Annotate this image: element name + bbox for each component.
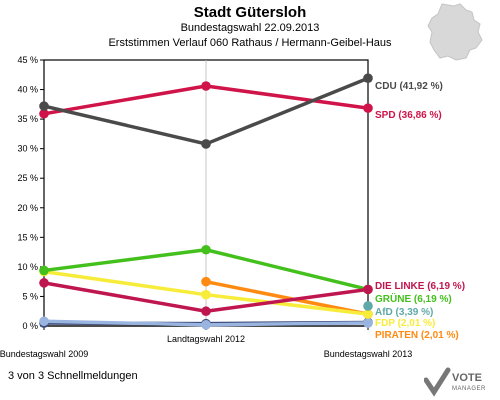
series-end-label: AfD (3,39 %) (375, 307, 433, 318)
data-point (39, 278, 49, 288)
chart-title: Stadt Gütersloh (193, 4, 307, 21)
y-tick-label: 45 % (17, 55, 38, 65)
y-tick-label: 35 % (17, 114, 38, 124)
data-point (39, 265, 49, 276)
data-point (201, 289, 211, 300)
series-end-label: GRÜNE (6,19 %) (375, 292, 452, 305)
data-point (201, 244, 211, 255)
x-tick-label: Landtagswahl 2012 (167, 334, 245, 344)
data-point (363, 103, 373, 113)
series-line-piraten (204, 279, 370, 316)
y-tick-label: 0 % (22, 321, 38, 331)
y-tick-label: 25 % (17, 173, 38, 183)
y-tick-label: 5 % (22, 291, 38, 301)
series-end-label: CDU (41,92 %) (375, 81, 443, 92)
data-point (201, 320, 211, 330)
series-end-label: FDP (2,01 %) (375, 318, 435, 329)
series-end-label: PIRATEN (2,01 %) (375, 330, 459, 341)
data-point (363, 309, 373, 319)
data-point (39, 316, 49, 327)
report-count-note: 3 von 3 Schnellmeldungen (8, 370, 138, 382)
chart-subtitle-district: Erststimmen Verlauf 060 Rathaus / Herman… (108, 37, 392, 49)
data-point (363, 301, 373, 311)
y-tick-label: 30 % (17, 144, 38, 154)
data-point (39, 108, 49, 119)
data-point (201, 306, 211, 317)
series-end-label: DIE LINKE (6,19 %) (375, 281, 465, 292)
check-mark-icon (424, 367, 451, 397)
data-point (201, 276, 211, 287)
series-end-label: SPD (36,86 %) (375, 110, 442, 121)
data-point (363, 284, 373, 295)
y-tick-label: 10 % (17, 262, 38, 272)
chart-subtitle-election: Bundestagswahl 22.09.2013 (180, 22, 320, 34)
data-point (363, 73, 373, 84)
y-tick-label: 40 % (17, 85, 38, 95)
x-tick-label: Bundestagswahl 2009 (0, 349, 88, 359)
data-point (39, 101, 49, 111)
data-point (201, 81, 211, 91)
y-tick-label: 15 % (17, 232, 38, 242)
y-tick-label: 20 % (17, 203, 38, 213)
data-point (201, 139, 211, 149)
data-point (363, 318, 373, 328)
x-tick-label: Bundestagswahl 2013 (324, 349, 413, 359)
germany-map-icon (427, 3, 483, 61)
logo-text-vote: VOTE (452, 372, 482, 384)
logo-text-manager: MANAGER (452, 386, 486, 392)
vote-manager-logo: VOTE MANAGER (424, 367, 486, 397)
